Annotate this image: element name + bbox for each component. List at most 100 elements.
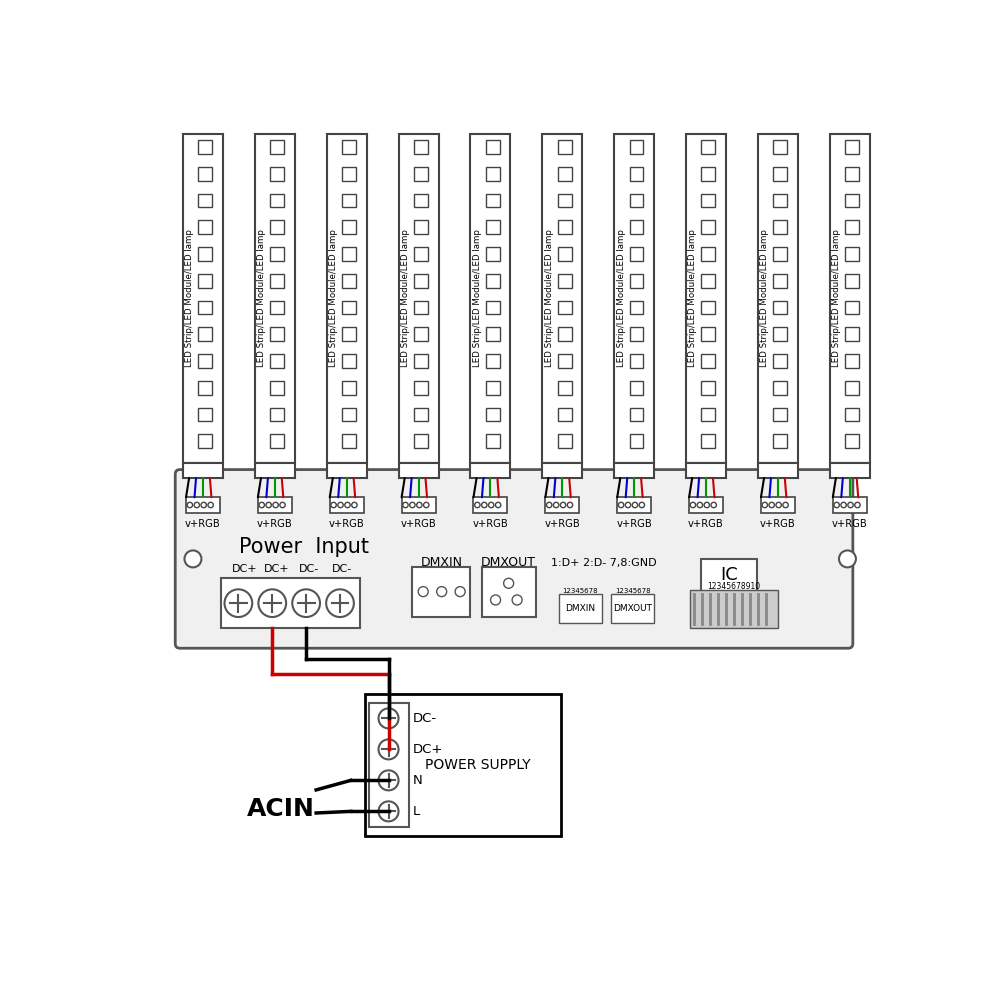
- Bar: [611, 594, 654, 623]
- Circle shape: [618, 502, 624, 508]
- Text: LED Strip/LED Module/LED lamp: LED Strip/LED Module/LED lamp: [545, 229, 554, 367]
- Circle shape: [273, 502, 278, 508]
- Bar: [773, 354, 787, 368]
- Bar: [342, 327, 356, 341]
- Bar: [255, 463, 295, 478]
- Bar: [630, 381, 643, 395]
- Circle shape: [208, 502, 213, 508]
- Bar: [690, 590, 778, 628]
- Circle shape: [711, 502, 716, 508]
- Bar: [773, 247, 787, 261]
- Circle shape: [338, 502, 343, 508]
- Circle shape: [547, 502, 552, 508]
- Circle shape: [489, 502, 494, 508]
- Bar: [830, 463, 870, 478]
- Bar: [486, 167, 500, 181]
- Bar: [342, 247, 356, 261]
- Bar: [558, 381, 572, 395]
- Bar: [270, 354, 284, 368]
- Text: DMXIN: DMXIN: [565, 604, 595, 613]
- Bar: [198, 301, 212, 314]
- Circle shape: [504, 578, 514, 588]
- Circle shape: [424, 502, 429, 508]
- Bar: [270, 408, 284, 421]
- Bar: [486, 194, 500, 207]
- Bar: [773, 220, 787, 234]
- Bar: [342, 220, 356, 234]
- Circle shape: [292, 589, 320, 617]
- Circle shape: [437, 587, 447, 597]
- Bar: [558, 434, 572, 448]
- Text: DMXIN: DMXIN: [420, 556, 462, 569]
- Circle shape: [379, 739, 399, 759]
- Text: v+RGB: v+RGB: [688, 519, 724, 529]
- Bar: [414, 194, 428, 207]
- Bar: [486, 434, 500, 448]
- Bar: [198, 194, 212, 207]
- Bar: [414, 381, 428, 395]
- Text: DC-: DC-: [413, 712, 437, 725]
- Text: v+RGB: v+RGB: [832, 519, 868, 529]
- Bar: [198, 167, 212, 181]
- Bar: [486, 247, 500, 261]
- Text: v+RGB: v+RGB: [760, 519, 796, 529]
- Bar: [845, 327, 859, 341]
- Bar: [701, 327, 715, 341]
- Circle shape: [266, 502, 271, 508]
- Bar: [414, 408, 428, 421]
- Text: LED Strip/LED Module/LED lamp: LED Strip/LED Module/LED lamp: [401, 229, 410, 367]
- Bar: [630, 354, 643, 368]
- Bar: [342, 434, 356, 448]
- Bar: [701, 408, 715, 421]
- Bar: [198, 381, 212, 395]
- Bar: [399, 134, 439, 463]
- Text: DC-: DC-: [299, 564, 319, 574]
- Text: LED Strip/LED Module/LED lamp: LED Strip/LED Module/LED lamp: [832, 229, 841, 367]
- Bar: [186, 497, 220, 513]
- Circle shape: [848, 502, 853, 508]
- Text: LED Strip/LED Module/LED lamp: LED Strip/LED Module/LED lamp: [329, 229, 338, 367]
- Bar: [845, 220, 859, 234]
- Bar: [270, 381, 284, 395]
- Bar: [270, 247, 284, 261]
- Bar: [845, 194, 859, 207]
- Circle shape: [690, 502, 696, 508]
- Text: DC+: DC+: [232, 564, 257, 574]
- Bar: [845, 247, 859, 261]
- Bar: [701, 274, 715, 288]
- Circle shape: [352, 502, 357, 508]
- Bar: [773, 140, 787, 154]
- Bar: [558, 408, 572, 421]
- Bar: [342, 408, 356, 421]
- Bar: [486, 408, 500, 421]
- Bar: [773, 274, 787, 288]
- Bar: [270, 167, 284, 181]
- Text: POWER SUPPLY: POWER SUPPLY: [425, 758, 531, 772]
- Bar: [258, 497, 292, 513]
- Bar: [558, 247, 572, 261]
- Text: LED Strip/LED Module/LED lamp: LED Strip/LED Module/LED lamp: [185, 229, 194, 367]
- Circle shape: [418, 587, 428, 597]
- Text: DC-: DC-: [331, 564, 352, 574]
- Bar: [773, 381, 787, 395]
- Bar: [330, 497, 364, 513]
- Circle shape: [379, 801, 399, 821]
- Bar: [198, 274, 212, 288]
- Bar: [614, 134, 654, 463]
- Bar: [542, 463, 582, 478]
- Text: v+RGB: v+RGB: [401, 519, 436, 529]
- Bar: [845, 274, 859, 288]
- Text: LED Strip/LED Module/LED lamp: LED Strip/LED Module/LED lamp: [257, 229, 266, 367]
- Circle shape: [410, 502, 415, 508]
- Bar: [414, 327, 428, 341]
- Text: L: L: [413, 805, 420, 818]
- Bar: [773, 167, 787, 181]
- Bar: [342, 301, 356, 314]
- Bar: [486, 220, 500, 234]
- Bar: [845, 381, 859, 395]
- Circle shape: [704, 502, 709, 508]
- Text: LED Strip/LED Module/LED lamp: LED Strip/LED Module/LED lamp: [688, 229, 697, 367]
- Circle shape: [560, 502, 566, 508]
- Bar: [221, 578, 360, 628]
- Bar: [414, 220, 428, 234]
